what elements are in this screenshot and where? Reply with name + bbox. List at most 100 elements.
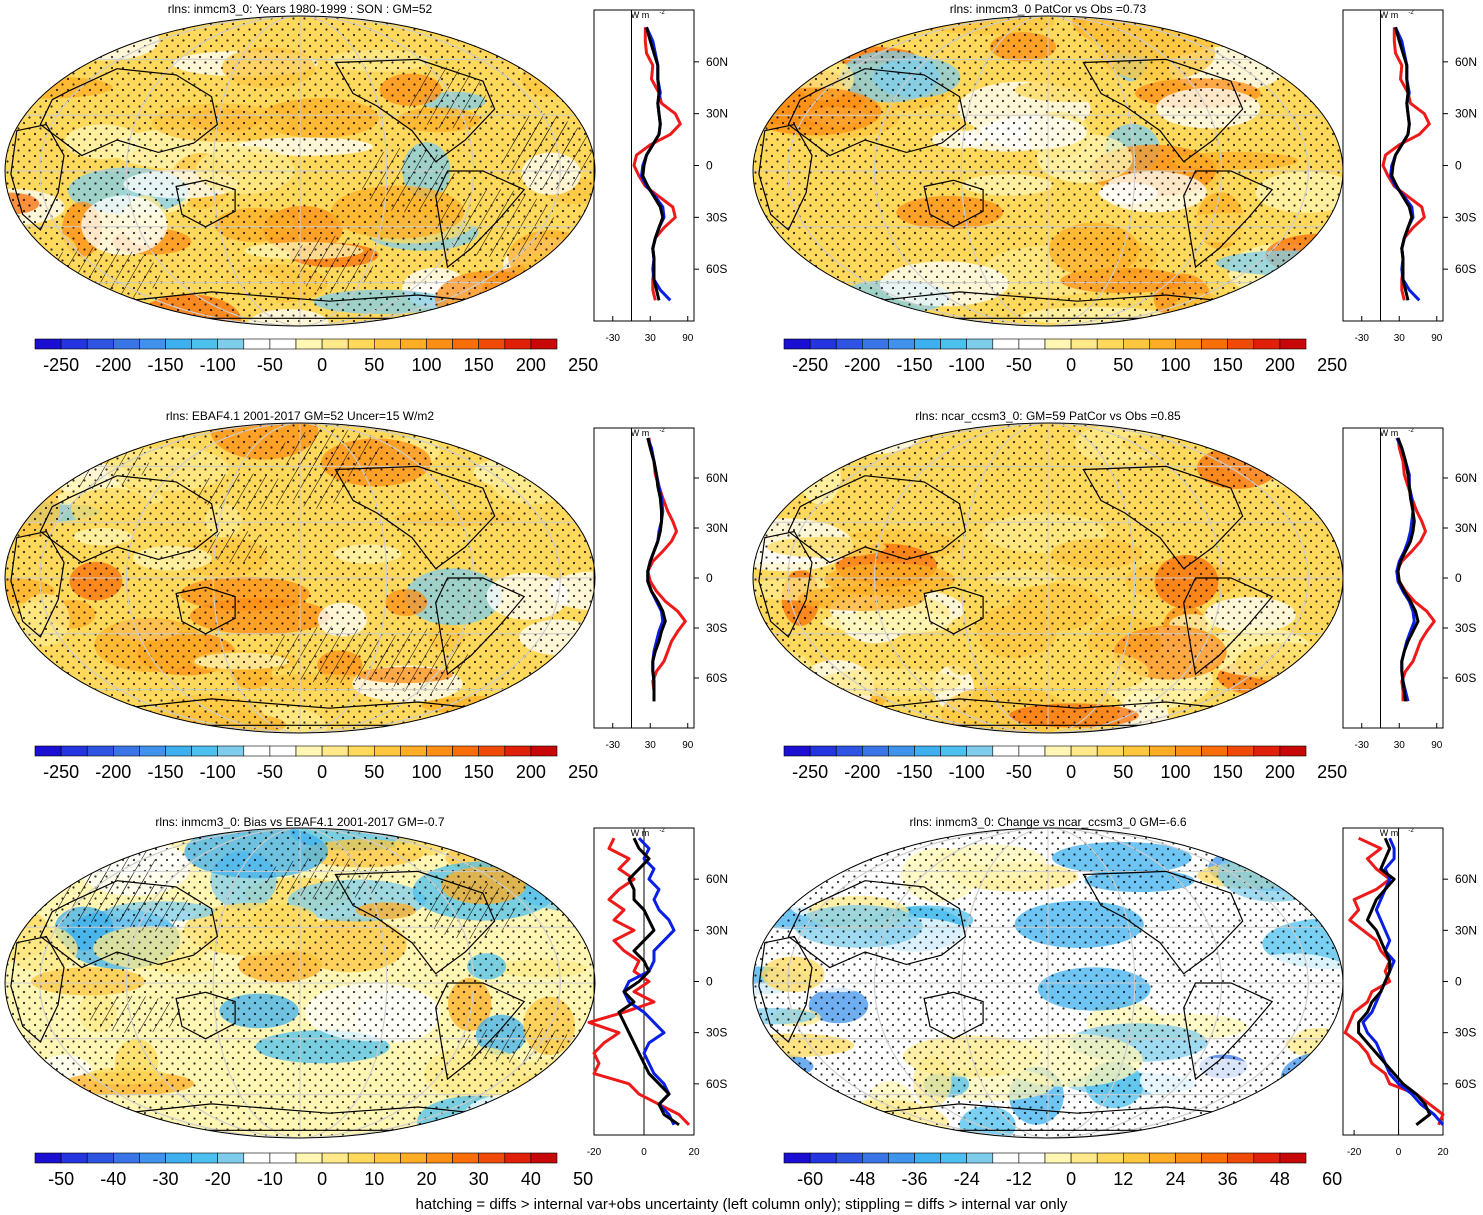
colorbar-box xyxy=(426,338,453,350)
colorbar-box xyxy=(1044,745,1072,757)
profile-unit-label: W m xyxy=(631,428,650,438)
colorbar-box xyxy=(243,745,271,757)
colorbar-tick-label: 48 xyxy=(1270,1169,1290,1189)
profile-x-tick-label: 30 xyxy=(1394,333,1406,344)
profile-lat-label: 60N xyxy=(706,471,728,485)
map-field-patch xyxy=(489,1093,572,1115)
panel-2: rlns: inmcm3_0 PatCor vs Obs =0.73-250 -2… xyxy=(752,2,1477,375)
colorbar-box xyxy=(1070,745,1098,757)
world-map xyxy=(752,422,1344,734)
world-map xyxy=(4,422,596,734)
profile-lat-label: 30N xyxy=(706,107,728,121)
colorbar-box xyxy=(139,338,166,350)
map-field-patch xyxy=(67,423,157,450)
panel-title: rlns: ncar_ccsm3_0: GM=59 PatCor vs Obs … xyxy=(915,409,1181,423)
colorbar-box xyxy=(1018,745,1046,757)
world-map xyxy=(752,15,1344,327)
colorbar-box xyxy=(888,338,915,350)
world-map xyxy=(752,827,1344,1139)
hatching-region xyxy=(264,857,393,900)
colorbar-box xyxy=(992,338,1020,350)
profile-lat-label: 30N xyxy=(706,521,728,535)
hatching-region xyxy=(291,235,374,294)
profile-lat-label: 30N xyxy=(706,923,728,937)
map-field-patch xyxy=(455,705,537,733)
colorbar-box xyxy=(1175,745,1202,757)
colorbar-box xyxy=(809,338,837,350)
coastline xyxy=(923,586,984,635)
profile-unit-label: W m xyxy=(1380,828,1399,838)
map-field-patch xyxy=(753,1055,791,1102)
colorbar-box xyxy=(113,745,140,757)
map-field-patch xyxy=(753,666,818,698)
colorbar-box xyxy=(914,338,941,350)
coastline xyxy=(93,291,507,319)
profile-lat-label: 30S xyxy=(706,210,727,224)
panel-title: rlns: inmcm3_0 PatCor vs Obs =0.73 xyxy=(950,2,1147,16)
profile-series-red xyxy=(1343,836,1445,1126)
colorbar-tick-label: -50 xyxy=(257,762,283,782)
colorbar-box xyxy=(1253,338,1281,350)
colorbar-tick-label: 50 xyxy=(573,1169,593,1189)
colorbar-tick-label: -150 xyxy=(147,355,183,375)
map-field-patch xyxy=(1301,477,1343,495)
colorbar-box xyxy=(478,338,506,350)
map-field-patch xyxy=(753,19,823,71)
colorbar-box xyxy=(113,338,140,350)
coastline xyxy=(841,1103,1255,1131)
colorbar-box xyxy=(373,338,401,350)
profile-x-tick-label: 90 xyxy=(1431,333,1443,344)
colorbar-box xyxy=(60,338,88,350)
colorbar-box xyxy=(966,338,994,350)
colorbar-box xyxy=(217,1152,245,1164)
colorbar-tick-label: 50 xyxy=(364,355,384,375)
colorbar-box xyxy=(504,745,532,757)
colorbar-tick-label: -20 xyxy=(205,1169,231,1189)
profile-unit-superscript: -2 xyxy=(659,428,665,434)
coastline xyxy=(334,465,496,570)
profile-x-tick-label: -30 xyxy=(1355,333,1370,344)
colorbar-box xyxy=(347,1152,375,1164)
panel-6: rlns: inmcm3_0: Change vs ncar_ccsm3_0 G… xyxy=(752,815,1477,1189)
map-border xyxy=(4,827,596,1139)
colorbar-tick-label: -100 xyxy=(200,762,236,782)
colorbar-tick-label: -36 xyxy=(901,1169,927,1189)
colorbar-tick-label: -50 xyxy=(1006,762,1032,782)
map-border xyxy=(4,15,596,327)
map-field-patch xyxy=(5,691,60,733)
colorbar-box xyxy=(1123,1152,1150,1164)
colorbar: -250 -200 -150 -100 -50 0 50 100 150 200 250 xyxy=(783,338,1347,375)
map-field-patch xyxy=(5,16,31,32)
colorbar-box xyxy=(530,1152,558,1164)
profile-x-tick-label: -30 xyxy=(606,740,621,751)
colorbar-tick-label: 40 xyxy=(521,1169,541,1189)
colorbar-box xyxy=(530,338,558,350)
colorbar-tick-label: -100 xyxy=(949,355,985,375)
profile-series-black xyxy=(1390,26,1414,301)
colorbar-box xyxy=(888,745,915,757)
panel-title: rlns: inmcm3_0: Bias vs EBAF4.1 2001-201… xyxy=(155,815,444,829)
graticule-meridian xyxy=(960,828,1136,1138)
colorbar-box xyxy=(1279,745,1307,757)
map-field-patch xyxy=(541,870,595,904)
colorbar-tick-label: 250 xyxy=(1317,762,1347,782)
profile-x-tick-label: -20 xyxy=(1347,1147,1362,1158)
colorbar-tick-label: -250 xyxy=(43,355,79,375)
colorbar-box xyxy=(940,338,967,350)
graticule-meridian xyxy=(39,828,561,1138)
coastline xyxy=(1082,58,1244,163)
hatching-region xyxy=(378,628,469,695)
profile-unit-superscript: -2 xyxy=(1408,428,1414,434)
profile-lat-label: 60S xyxy=(1455,1077,1476,1091)
colorbar-box xyxy=(809,745,837,757)
profile-x-tick-label: 30 xyxy=(1394,740,1406,751)
colorbar-tick-label: 250 xyxy=(1317,355,1347,375)
colorbar-tick-label: 30 xyxy=(469,1169,489,1189)
colorbar-box xyxy=(835,1152,863,1164)
panel-title: rlns: inmcm3_0: Change vs ncar_ccsm3_0 G… xyxy=(909,815,1186,829)
colorbar-box xyxy=(191,745,219,757)
coastline xyxy=(39,68,219,157)
coastline xyxy=(175,586,236,635)
colorbar-tick-label: -50 xyxy=(1006,355,1032,375)
